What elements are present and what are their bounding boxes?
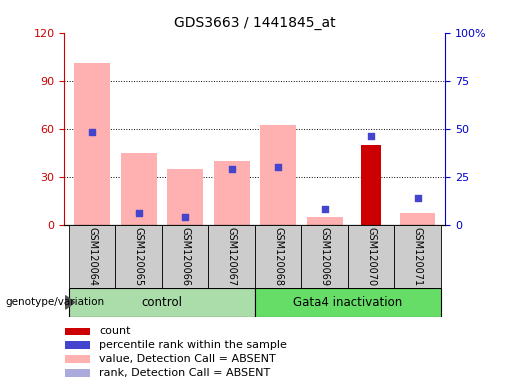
Point	[274, 164, 282, 170]
Point	[134, 210, 143, 216]
Text: GSM120071: GSM120071	[413, 227, 423, 286]
Point	[320, 206, 329, 212]
Bar	[115, 225, 162, 288]
Text: GSM120067: GSM120067	[227, 227, 237, 286]
Text: GSM120068: GSM120068	[273, 227, 283, 286]
Point	[274, 164, 282, 170]
Bar	[209, 225, 255, 288]
Bar	[348, 225, 394, 288]
Text: value, Detection Call = ABSENT: value, Detection Call = ABSENT	[99, 354, 276, 364]
Text: control: control	[142, 296, 182, 309]
Bar	[167, 169, 203, 225]
Point	[367, 133, 375, 139]
Text: GSM120069: GSM120069	[320, 227, 330, 286]
Text: Gata4 inactivation: Gata4 inactivation	[293, 296, 403, 309]
Bar	[121, 153, 157, 225]
Bar	[65, 328, 90, 335]
Bar	[162, 225, 209, 288]
Point	[414, 195, 422, 201]
Bar	[400, 214, 436, 225]
Text: percentile rank within the sample: percentile rank within the sample	[99, 340, 287, 350]
Point	[181, 214, 190, 220]
Point	[134, 210, 143, 216]
Title: GDS3663 / 1441845_at: GDS3663 / 1441845_at	[174, 16, 336, 30]
Text: count: count	[99, 326, 131, 336]
Bar	[394, 225, 441, 288]
Point	[414, 195, 422, 201]
Polygon shape	[65, 296, 75, 309]
Bar	[69, 288, 255, 317]
Bar	[65, 355, 90, 363]
Point	[228, 166, 236, 172]
Text: GSM120066: GSM120066	[180, 227, 190, 286]
Text: rank, Detection Call = ABSENT: rank, Detection Call = ABSENT	[99, 368, 270, 378]
Text: genotype/variation: genotype/variation	[5, 297, 104, 308]
Text: GSM120070: GSM120070	[366, 227, 376, 286]
Bar	[214, 161, 250, 225]
Bar	[260, 126, 296, 225]
Bar	[301, 225, 348, 288]
Point	[320, 206, 329, 212]
Point	[181, 214, 190, 220]
Bar	[65, 369, 90, 377]
Bar	[307, 217, 342, 225]
Point	[88, 129, 96, 136]
Point	[367, 133, 375, 139]
Point	[228, 166, 236, 172]
Text: GSM120064: GSM120064	[87, 227, 97, 286]
Bar	[74, 63, 110, 225]
Bar	[255, 225, 301, 288]
Bar	[69, 225, 115, 288]
Text: GSM120065: GSM120065	[134, 227, 144, 286]
Bar	[255, 288, 441, 317]
Bar	[65, 341, 90, 349]
Bar	[362, 145, 381, 225]
Point	[88, 129, 96, 136]
